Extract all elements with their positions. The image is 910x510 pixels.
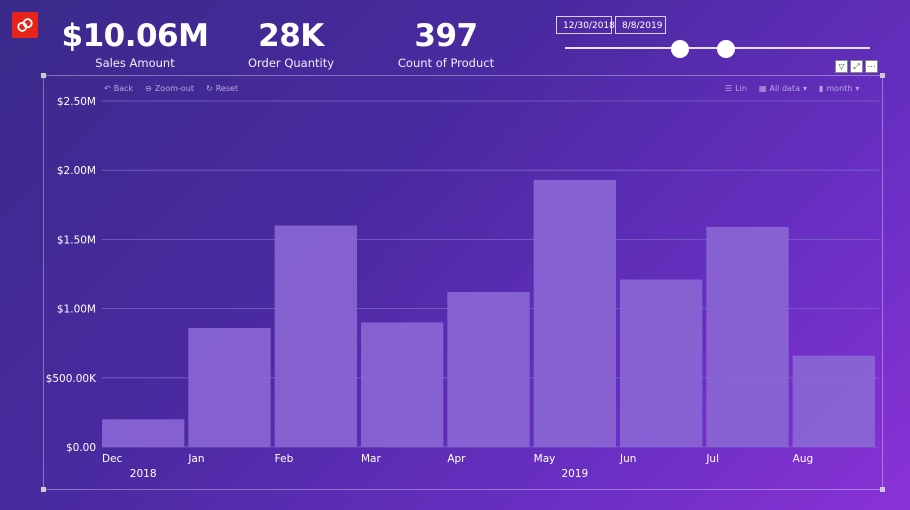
- granularity-dropdown[interactable]: ▮ month ▾: [819, 84, 859, 93]
- x-tick-label: Mar: [361, 453, 381, 465]
- bar-jun[interactable]: [620, 279, 703, 447]
- scale-label: Lin: [735, 84, 747, 93]
- kpi-order-quantity: 28K Order Quantity: [206, 18, 376, 70]
- date-end-input[interactable]: 8/8/2019: [615, 16, 666, 34]
- resize-handle[interactable]: [880, 487, 885, 492]
- x-tick-label: May: [534, 453, 556, 465]
- kpi-sales-amount: $10.06M Sales Amount: [50, 18, 220, 70]
- back-label: Back: [113, 84, 134, 93]
- x-tick-label: Aug: [793, 453, 814, 465]
- x-tick-label: Dec: [102, 453, 123, 465]
- bar-apr[interactable]: [447, 291, 530, 447]
- y-tick-label: $500.00K: [46, 373, 97, 385]
- x-tick-label: Jan: [187, 453, 204, 465]
- bar-mar[interactable]: [361, 322, 444, 447]
- bar-feb[interactable]: [274, 225, 357, 447]
- bar-jul[interactable]: [706, 226, 789, 447]
- chart-toolbar-left: ↶ Back ⊖ Zoom-out ↻ Reset: [104, 84, 238, 93]
- x-tick-label: Apr: [447, 453, 466, 465]
- scale-button[interactable]: ☰ Lin: [725, 84, 747, 93]
- resize-handle[interactable]: [41, 73, 46, 78]
- reset-label: Reset: [215, 84, 239, 93]
- back-icon: ↶: [104, 84, 111, 93]
- bar-dec[interactable]: [102, 419, 185, 447]
- kpi-label: Sales Amount: [95, 56, 175, 70]
- reset-button[interactable]: ↻ Reset: [206, 84, 238, 93]
- kpi-value: 28K: [258, 18, 324, 54]
- y-tick-label: $2.00M: [57, 165, 96, 177]
- zoom-out-button[interactable]: ⊖ Zoom-out: [145, 84, 194, 93]
- link-icon: [17, 18, 33, 32]
- chevron-down-icon: ▾: [855, 84, 860, 93]
- x-year-label: 2019: [561, 468, 588, 480]
- date-slider-start-handle[interactable]: [671, 40, 689, 58]
- chart-visual-frame: [41, 73, 885, 492]
- y-tick-label: $2.50M: [57, 96, 96, 108]
- chart-toolbar-right: ☰ Lin ▦ All data ▾ ▮ month ▾: [725, 84, 859, 93]
- calendar-icon: ▦: [758, 84, 767, 93]
- y-tick-label: $1.50M: [57, 234, 96, 246]
- data-range-dropdown[interactable]: ▦ All data ▾: [759, 84, 807, 93]
- data-range-label: All data: [769, 84, 800, 93]
- x-tick-label: Jun: [619, 453, 636, 465]
- zoom-out-icon: ⊖: [145, 84, 152, 93]
- app-logo: [12, 12, 38, 38]
- y-tick-label: $1.00M: [57, 304, 96, 316]
- bar-may[interactable]: [533, 179, 616, 447]
- visual-header: ▽ ⤢ ⋯: [835, 60, 878, 73]
- list-icon: ☰: [725, 84, 733, 93]
- x-year-label: 2018: [130, 468, 157, 480]
- bar-jan[interactable]: [188, 327, 271, 447]
- x-tick-label: Feb: [275, 453, 294, 465]
- x-tick-label: Jul: [705, 453, 719, 465]
- reset-icon: ↻: [206, 84, 213, 93]
- focus-mode-icon[interactable]: ⤢: [850, 60, 863, 73]
- granularity-label: month: [826, 84, 853, 93]
- kpi-count-of-product: 397 Count of Product: [361, 18, 531, 70]
- bar-aug[interactable]: [792, 355, 875, 447]
- kpi-label: Count of Product: [397, 56, 495, 70]
- kpi-label: Order Quantity: [247, 56, 335, 70]
- filter-icon[interactable]: ▽: [835, 60, 848, 73]
- chevron-down-icon: ▾: [802, 84, 807, 93]
- bar-chart-icon: ▮: [818, 84, 824, 93]
- kpi-value: 397: [414, 18, 478, 54]
- date-start-input[interactable]: 12/30/2018: [556, 16, 615, 34]
- resize-handle[interactable]: [41, 487, 46, 492]
- resize-handle[interactable]: [880, 73, 885, 78]
- back-button[interactable]: ↶ Back: [104, 84, 133, 93]
- y-tick-label: $0.00: [66, 442, 96, 454]
- zoom-out-label: Zoom-out: [154, 84, 195, 93]
- date-slider-end-handle[interactable]: [717, 40, 735, 58]
- more-options-icon[interactable]: ⋯: [865, 60, 878, 73]
- kpi-value: $10.06M: [61, 18, 209, 54]
